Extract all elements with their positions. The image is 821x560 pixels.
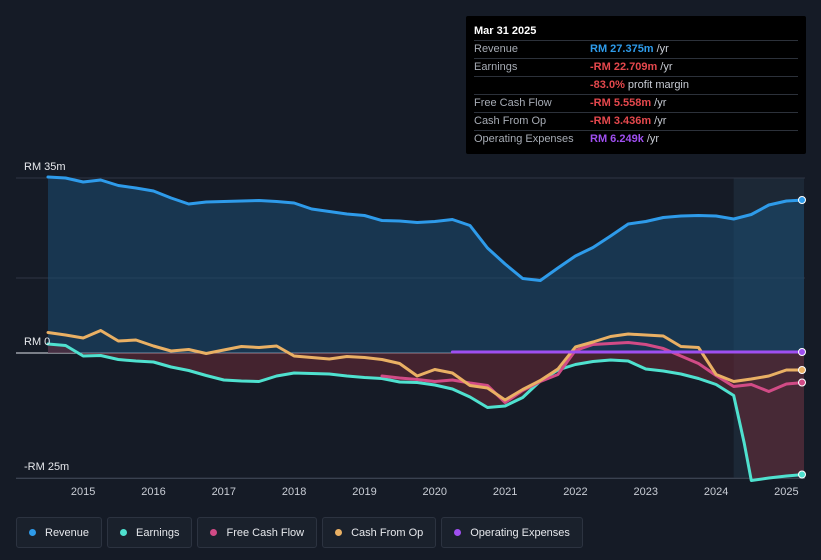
tooltip-row-unit: /yr <box>646 133 660 145</box>
tooltip-row-unit: /yr <box>654 115 667 127</box>
tooltip-row-unit: /yr <box>656 43 669 55</box>
y-axis-zero-label: RM 0 <box>24 336 50 348</box>
tooltip-row-free-cash-flow: Free Cash Flow -RM 5.558m/yr <box>474 94 798 112</box>
tooltip-row-unit: profit margin <box>627 79 689 91</box>
x-tick-2020: 2020 <box>423 486 447 498</box>
x-tick-2015: 2015 <box>71 486 95 498</box>
tooltip-row-value: -RM 5.558m <box>590 97 652 109</box>
tooltip: Mar 31 2025 Revenue RM 27.375m/yr Earnings… <box>466 16 806 154</box>
legend-dot-icon <box>335 529 343 536</box>
earnings-area <box>48 344 804 481</box>
earnings-marker <box>798 470 806 479</box>
tooltip-rows: Revenue RM 27.375m/yr Earnings -RM 22.709m /… <box>474 40 798 148</box>
tooltip-row-label: Operating Expenses <box>474 133 574 145</box>
series-end-markers <box>798 196 806 479</box>
legend-label: Operating Expenses <box>470 526 570 539</box>
legend: Revenue Earnings Free Cash Flow Cash From O… <box>16 517 583 548</box>
cash-from-op-marker <box>798 366 806 374</box>
tooltip-row-value: -83.0% <box>590 79 625 91</box>
tooltip-row-cash-from-op: Cash From Op -RM 3.436m/yr <box>474 112 798 130</box>
x-tick-2016: 2016 <box>141 486 165 498</box>
legend-item-free-cash-flow[interactable]: Free Cash Flow <box>197 517 318 548</box>
free-cash-flow-line <box>380 341 806 404</box>
tooltip-row-operating-expenses: Operating Expenses RM 6.249k/yr <box>474 130 798 148</box>
tooltip-row-revenue: Revenue RM 27.375m/yr <box>474 40 798 58</box>
tooltip-row-unit: /yr <box>660 61 673 73</box>
x-tick-2021: 2021 <box>493 486 517 498</box>
legend-item-cash-from-op[interactable]: Cash From Op <box>322 517 437 548</box>
legend-label: Revenue <box>45 526 90 539</box>
tooltip-row-profit-margin: -83.0% profit margin <box>474 76 798 94</box>
legend-dot-icon <box>120 529 128 536</box>
x-axis-ticks: 2015 2016 2017 2018 2019 2020 2021 2022 2023 2024… <box>71 486 799 498</box>
y-axis-top-label: RM 35m <box>24 161 66 173</box>
operating-expenses-marker <box>798 348 806 356</box>
tooltip-row-value: -RM 3.436m <box>590 115 652 127</box>
tooltip-row-earnings: Earnings -RM 22.709m/yr <box>474 58 798 76</box>
tooltip-row-value: -RM 22.709m <box>590 61 658 73</box>
x-tick-2025: 2025 <box>774 486 798 498</box>
x-tick-2023: 2023 <box>634 486 658 498</box>
x-tick-2024: 2024 <box>704 486 728 498</box>
tooltip-row-label: Free Cash Flow <box>474 97 552 109</box>
tooltip-row-label <box>474 77 590 94</box>
x-tick-2018: 2018 <box>282 486 306 498</box>
tooltip-date: Mar 31 2025 <box>474 25 537 37</box>
tooltip-row-label: Earnings <box>474 61 518 73</box>
tooltip-row-unit: /yr <box>654 97 667 109</box>
series-lines <box>46 175 806 482</box>
legend-dot-icon <box>454 529 462 536</box>
revenue-area <box>48 177 804 353</box>
legend-label: Earnings <box>136 526 180 539</box>
series-areas <box>48 177 804 481</box>
y-axis-bottom-label: -RM 25m <box>24 461 69 473</box>
revenue-line <box>46 175 806 282</box>
tooltip-row-label: Cash From Op <box>474 115 547 127</box>
legend-dot-icon <box>29 529 36 536</box>
free-cash-flow-marker <box>798 378 806 387</box>
legend-item-operating-expenses[interactable]: Operating Expenses <box>441 517 583 548</box>
tooltip-row-label: Revenue <box>474 43 519 55</box>
earnings-line <box>46 342 806 482</box>
tooltip-row-value: RM 27.375m <box>590 43 654 55</box>
legend-dot-icon <box>210 529 218 536</box>
legend-item-revenue[interactable]: Revenue <box>16 517 103 548</box>
legend-label: Cash From Op <box>351 526 424 539</box>
x-tick-2019: 2019 <box>352 486 376 498</box>
legend-item-earnings[interactable]: Earnings <box>107 517 193 548</box>
legend-label: Free Cash Flow <box>226 526 305 539</box>
x-tick-2022: 2022 <box>563 486 587 498</box>
tooltip-row-value: RM 6.249k <box>590 133 644 145</box>
x-tick-2017: 2017 <box>212 486 236 498</box>
cash-from-op-line <box>46 329 806 402</box>
revenue-marker <box>798 196 806 204</box>
